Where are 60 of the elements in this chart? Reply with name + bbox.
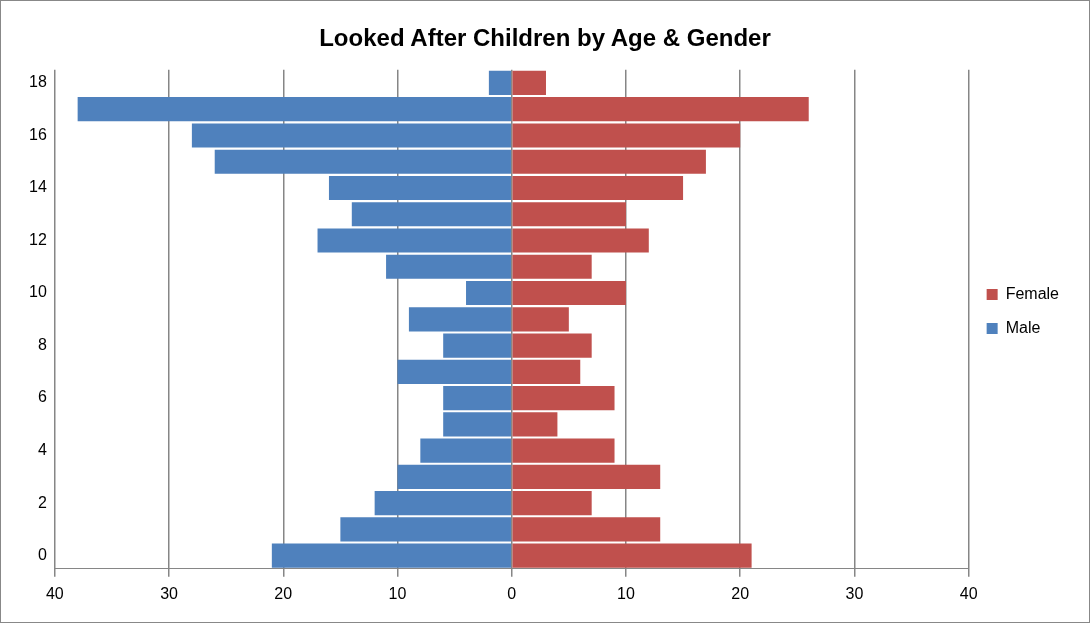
- x-tick-label: 40: [45, 584, 64, 602]
- bar: [512, 70, 546, 96]
- bar: [512, 517, 661, 542]
- bar: [443, 386, 511, 411]
- bar: [77, 97, 511, 122]
- bar: [512, 307, 569, 332]
- bar: [512, 149, 706, 174]
- bar: [328, 175, 511, 201]
- bar: [512, 97, 809, 122]
- bar: [512, 333, 592, 358]
- bar: [512, 438, 615, 463]
- y-tick-label: 6: [37, 388, 47, 406]
- bar: [512, 464, 661, 489]
- x-tick-label: 30: [845, 584, 864, 602]
- y-tick-label: 8: [37, 335, 47, 353]
- bar: [443, 333, 511, 358]
- bar: [512, 280, 626, 306]
- bar: [397, 464, 511, 489]
- bar: [374, 491, 511, 516]
- x-tick-label: 30: [160, 584, 179, 602]
- bar: [512, 123, 741, 148]
- y-tick-label: 0: [37, 546, 47, 564]
- legend-label: Female: [1005, 284, 1060, 302]
- y-tick-label: 4: [37, 441, 47, 459]
- bar: [191, 123, 511, 148]
- y-tick-label: 18: [29, 73, 47, 91]
- bar: [512, 254, 592, 279]
- y-tick-label: 10: [29, 283, 47, 301]
- bar: [214, 149, 511, 174]
- bar: [351, 202, 511, 227]
- bar: [512, 228, 649, 253]
- bar: [340, 517, 511, 542]
- y-tick-label: 16: [29, 125, 47, 143]
- bar: [512, 491, 592, 516]
- x-tick-label: 20: [274, 584, 293, 602]
- bar: [317, 228, 511, 253]
- x-tick-label: 20: [731, 584, 750, 602]
- bar: [488, 70, 511, 96]
- y-tick-label: 2: [37, 493, 47, 511]
- x-tick-label: 0: [507, 584, 517, 602]
- chart-title: Looked After Children by Age & Gender: [319, 24, 771, 52]
- bar: [420, 438, 511, 463]
- bar: [512, 386, 615, 411]
- x-tick-label: 10: [388, 584, 407, 602]
- bar: [397, 359, 511, 384]
- bar: [512, 202, 626, 227]
- bar: [512, 175, 684, 201]
- bar: [443, 412, 511, 437]
- y-tick-label: 12: [29, 230, 47, 248]
- y-tick-label: 14: [29, 178, 47, 196]
- bar: [512, 543, 752, 568]
- x-tick-label: 40: [959, 584, 978, 602]
- bar: [466, 280, 511, 306]
- bar: [408, 307, 511, 332]
- legend-label: Male: [1005, 318, 1041, 336]
- bar: [512, 412, 558, 437]
- bar: [271, 543, 511, 568]
- bar: [512, 359, 581, 384]
- bar: [386, 254, 511, 279]
- x-tick-label: 10: [617, 584, 635, 602]
